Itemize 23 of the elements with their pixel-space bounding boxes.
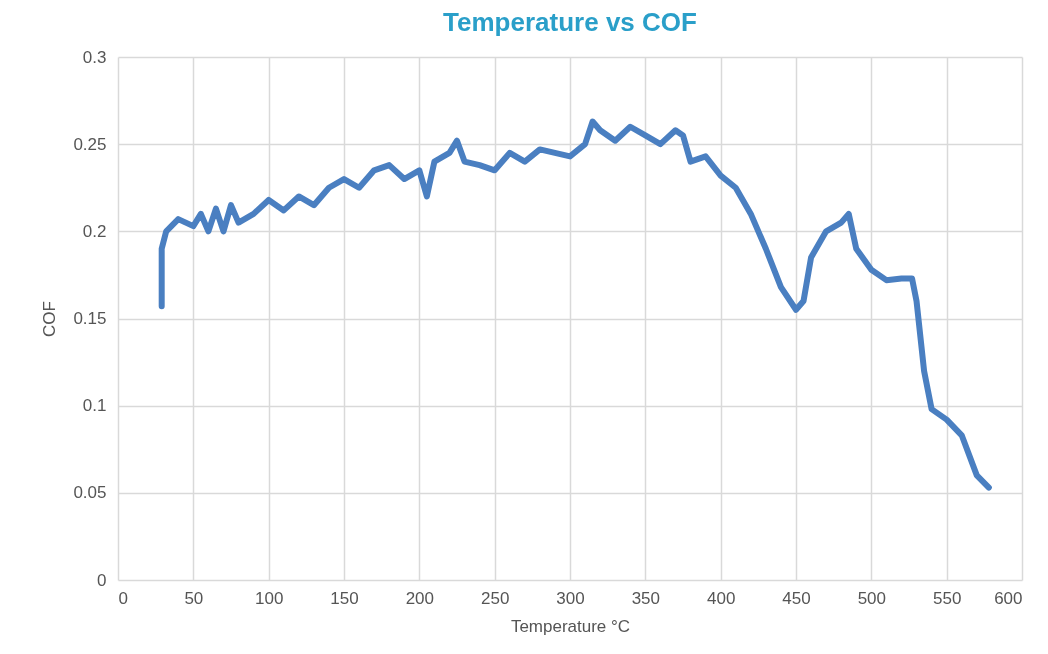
- x-tick-label: 450: [782, 588, 811, 608]
- x-tick-label: 550: [932, 588, 962, 608]
- x-tick-label: 0: [118, 588, 128, 608]
- x-tick-label: 350: [631, 588, 661, 608]
- y-tick-label: 0.25: [73, 134, 107, 154]
- x-tick-label: 100: [254, 588, 284, 608]
- x-tick-label: 250: [480, 588, 510, 608]
- y-tick-label: 0.15: [73, 309, 107, 328]
- x-tick-label: 500: [857, 588, 887, 608]
- y-tick-label: 0: [97, 570, 107, 590]
- y-tick-label: 0.2: [82, 221, 107, 241]
- chart-title: Temperature vs COF: [443, 7, 697, 37]
- x-tick-label: 150: [330, 588, 359, 608]
- x-axis-title: Temperature °C: [510, 616, 631, 636]
- y-tick-label: 0.05: [73, 483, 107, 503]
- x-tick-label: 400: [706, 588, 736, 608]
- y-axis-title: COF: [40, 301, 60, 337]
- x-tick-label: 200: [405, 588, 435, 608]
- x-tick-label: 600: [994, 588, 1023, 608]
- y-tick-label: 0.1: [82, 396, 107, 416]
- x-tick-label: 300: [556, 588, 585, 608]
- y-tick-label: 0.3: [82, 47, 107, 67]
- x-tick-label: 50: [184, 588, 204, 608]
